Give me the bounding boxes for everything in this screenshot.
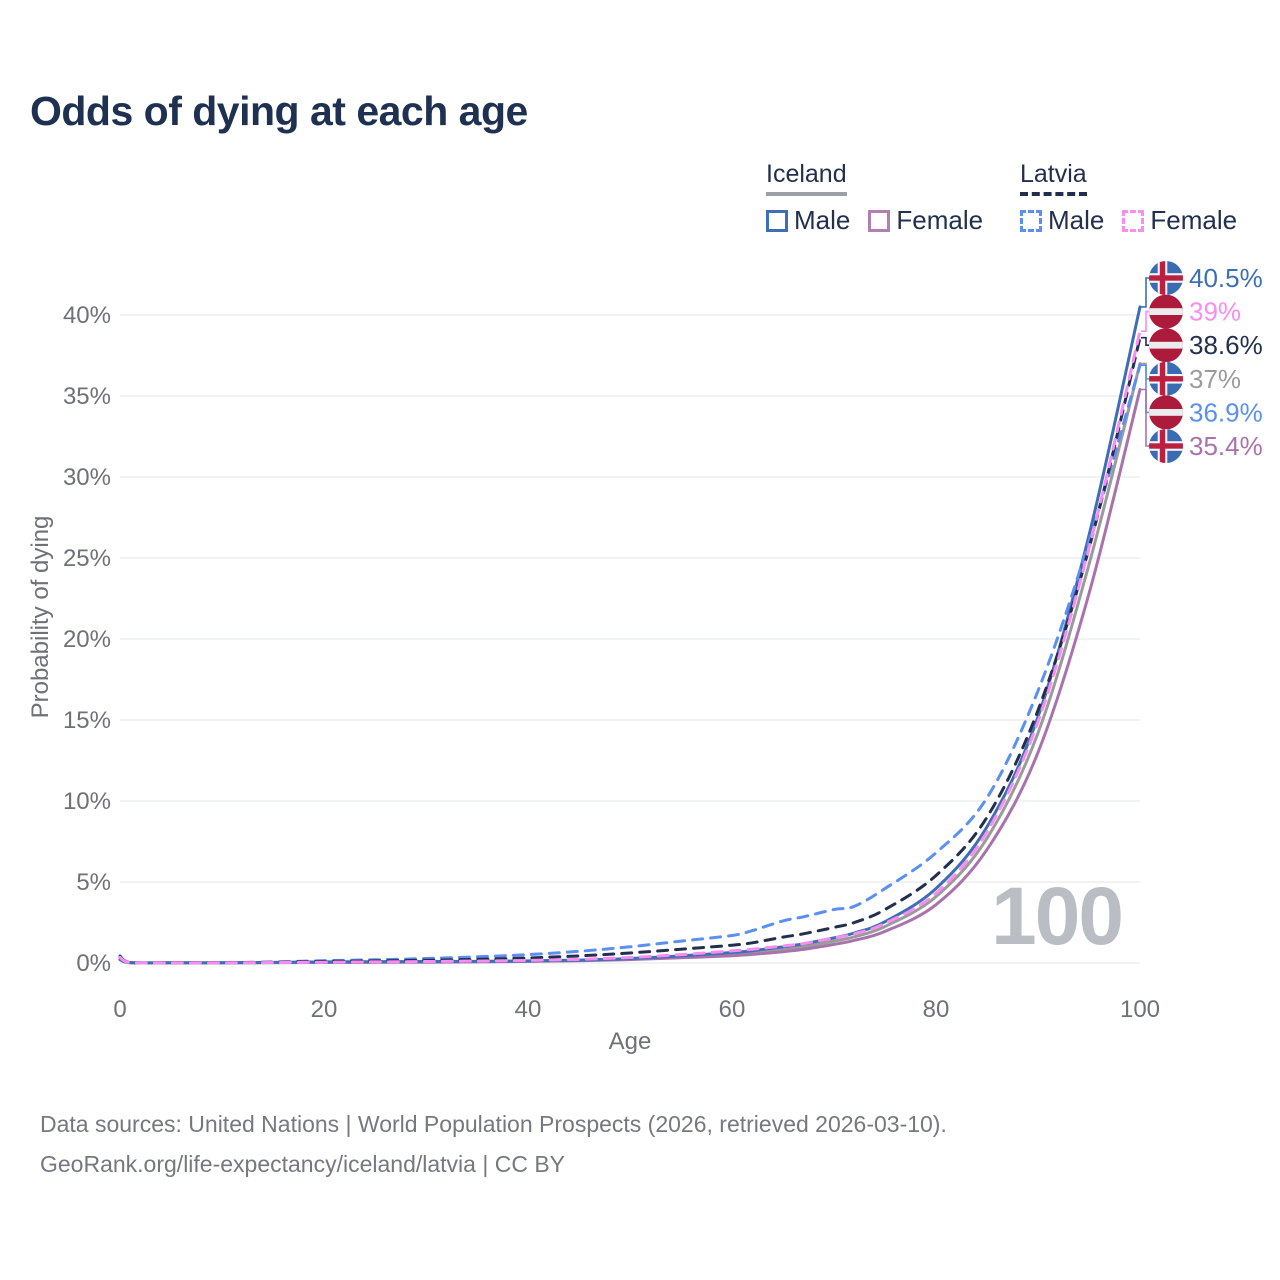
x-tick-label: 60: [719, 996, 746, 1023]
y-axis-title: Probability of dying: [27, 516, 54, 719]
flag-latvia-icon: [1149, 294, 1183, 329]
age-counter-watermark: 100: [991, 871, 1122, 962]
x-tick-label: 80: [923, 996, 950, 1023]
flag-latvia-icon: [1149, 395, 1183, 430]
x-tick-label: 40: [515, 996, 542, 1023]
legend-group-title: Latvia: [1020, 160, 1087, 196]
legend-item-iceland-male[interactable]: Male: [766, 205, 850, 236]
end-label-leader-line: [1141, 310, 1149, 332]
series-line-latvia-female[interactable]: [118, 329, 1142, 965]
chart-canvas: 0% 5% 10% 15% 20% 25% 30% 35% 40% 0 20 40 60 80 100 Age…: [27, 261, 1263, 1055]
series-end-value-label-iceland-all: 37%: [1189, 364, 1241, 394]
legend-item-latvia-female[interactable]: Female: [1122, 205, 1237, 236]
y-tick-label: 20%: [63, 626, 111, 653]
legend-item-label: Female: [1150, 205, 1238, 235]
series-end-value-label-latvia-female: 39%: [1189, 297, 1241, 327]
legend-group-latvia: Latvia Male Female: [1020, 160, 1255, 236]
y-tick-label: 0%: [76, 950, 111, 977]
x-tick-label: 100: [1120, 996, 1160, 1023]
legend: Iceland Male Female Latvia Male Female: [0, 160, 1280, 250]
legend-item-label: Male: [1048, 205, 1105, 235]
legend-swatch-icon: [1122, 209, 1145, 232]
flag-latvia-icon: [1149, 328, 1183, 363]
attribution-line: GeoRank.org/life-expectancy/iceland/latv…: [40, 1151, 566, 1177]
legend-group-iceland: Iceland Male Female: [766, 160, 1001, 236]
series-line-iceland-male[interactable]: [118, 305, 1142, 965]
legend-group-title: Iceland: [766, 160, 847, 196]
series-line-latvia-all[interactable]: [118, 336, 1142, 965]
series-line-latvia-male[interactable]: [118, 363, 1142, 965]
flag-iceland-icon: [1149, 361, 1183, 396]
series-line-iceland-all[interactable]: [118, 362, 1142, 965]
y-tick-label: 5%: [76, 869, 111, 896]
legend-item-label: Male: [794, 205, 851, 235]
legend-swatch-icon: [766, 209, 788, 232]
data-source-line: Data sources: United Nations | World Pop…: [40, 1111, 947, 1137]
series-end-value-label-latvia-male: 36.9%: [1189, 397, 1263, 427]
y-tick-label: 35%: [63, 383, 111, 410]
legend-item-iceland-female[interactable]: Female: [868, 205, 983, 236]
end-label-leader-line: [1141, 277, 1149, 308]
x-tick-label: 0: [113, 996, 126, 1023]
series-end-value-label-iceland-female: 35.4%: [1189, 431, 1263, 461]
legend-swatch-icon: [1020, 209, 1042, 232]
chart-footer: Data sources: United Nations | World Pop…: [40, 1104, 1240, 1184]
chart-title: Odds of dying at each age: [30, 88, 528, 134]
x-tick-label: 20: [311, 996, 338, 1023]
y-tick-label: 15%: [63, 707, 111, 734]
y-tick-label: 10%: [63, 788, 111, 815]
y-tick-label: 30%: [63, 464, 111, 491]
y-tick-label: 40%: [63, 302, 111, 329]
series-line-iceland-female[interactable]: [118, 388, 1142, 965]
series-end-value-label-latvia-all: 38.6%: [1189, 330, 1263, 360]
legend-swatch-icon: [868, 209, 891, 232]
y-tick-label: 25%: [63, 545, 111, 572]
legend-item-latvia-male[interactable]: Male: [1020, 205, 1104, 236]
series-end-value-label-iceland-male: 40.5%: [1189, 263, 1263, 293]
legend-item-label: Female: [896, 205, 984, 235]
x-axis-title: Age: [609, 1028, 652, 1055]
flag-iceland-icon: [1149, 429, 1183, 463]
end-label-leader-line: [1141, 388, 1149, 447]
end-label-leader-line: [1141, 336, 1149, 346]
flag-iceland-icon: [1149, 261, 1183, 295]
